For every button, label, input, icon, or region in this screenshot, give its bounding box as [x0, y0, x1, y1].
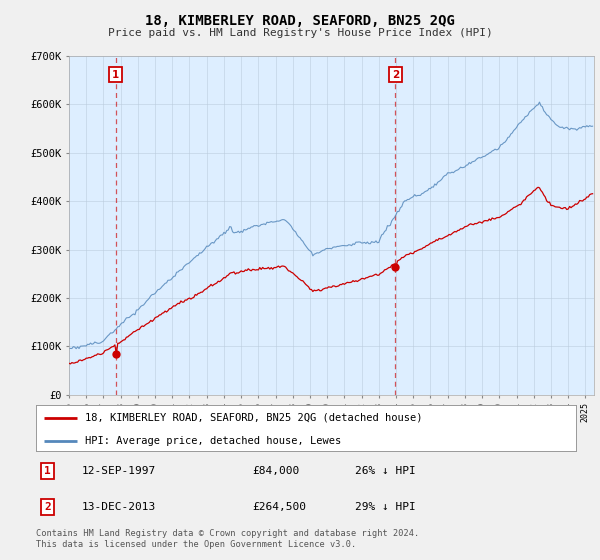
- Text: £84,000: £84,000: [252, 466, 299, 476]
- Text: 2: 2: [44, 502, 51, 512]
- Text: 12-SEP-1997: 12-SEP-1997: [82, 466, 156, 476]
- Text: £264,500: £264,500: [252, 502, 306, 512]
- Text: Contains HM Land Registry data © Crown copyright and database right 2024.
This d: Contains HM Land Registry data © Crown c…: [36, 529, 419, 549]
- Text: 13-DEC-2013: 13-DEC-2013: [82, 502, 156, 512]
- Text: 1: 1: [112, 69, 119, 80]
- Text: 1: 1: [44, 466, 51, 476]
- Text: Price paid vs. HM Land Registry's House Price Index (HPI): Price paid vs. HM Land Registry's House …: [107, 28, 493, 38]
- Text: 18, KIMBERLEY ROAD, SEAFORD, BN25 2QG: 18, KIMBERLEY ROAD, SEAFORD, BN25 2QG: [145, 14, 455, 28]
- Text: HPI: Average price, detached house, Lewes: HPI: Average price, detached house, Lewe…: [85, 436, 341, 446]
- Text: 29% ↓ HPI: 29% ↓ HPI: [355, 502, 415, 512]
- Text: 2: 2: [392, 69, 399, 80]
- Text: 18, KIMBERLEY ROAD, SEAFORD, BN25 2QG (detached house): 18, KIMBERLEY ROAD, SEAFORD, BN25 2QG (d…: [85, 413, 422, 423]
- Text: 26% ↓ HPI: 26% ↓ HPI: [355, 466, 415, 476]
